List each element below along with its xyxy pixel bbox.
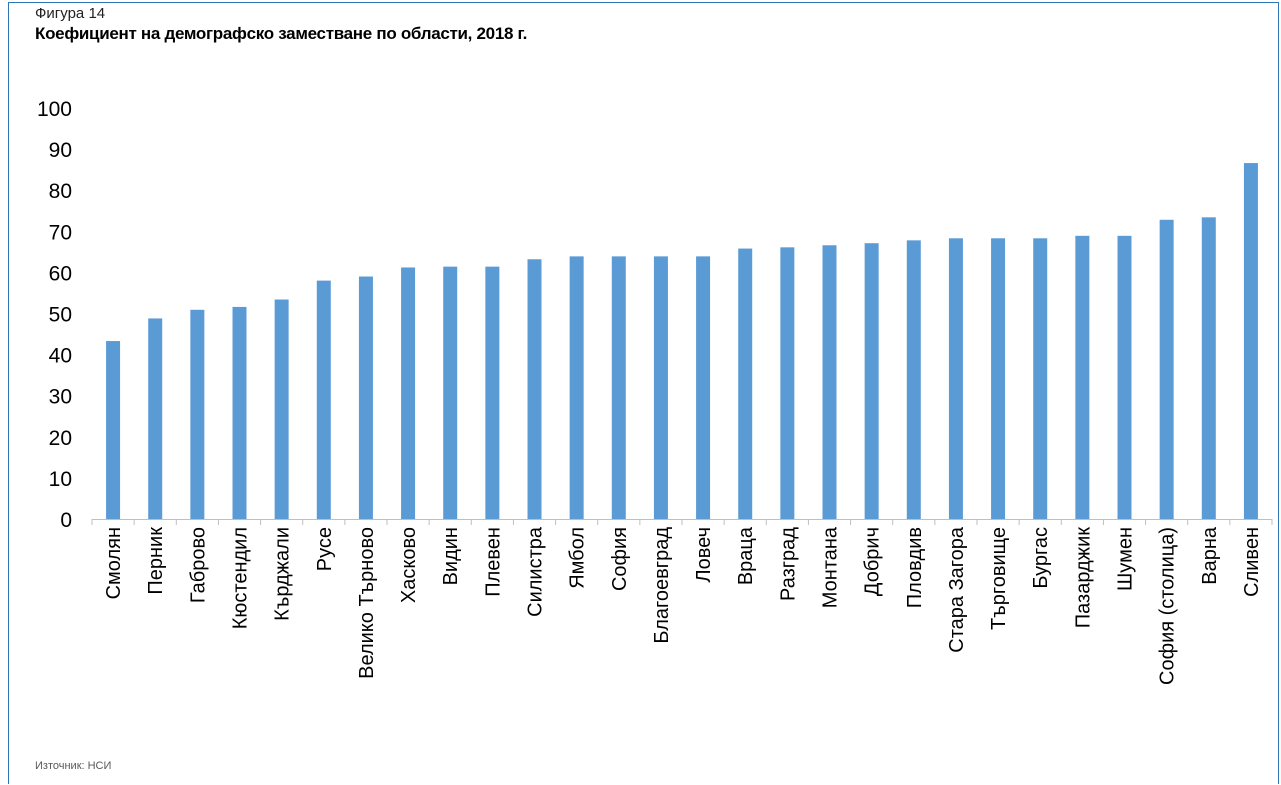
figure-frame	[8, 2, 1279, 784]
x-tick-label: Габрово	[187, 527, 209, 603]
x-tick-label: Силистра	[525, 526, 547, 617]
bar	[653, 256, 668, 519]
x-tick-label: Видин	[440, 527, 462, 585]
x-tick-label: Кърджали	[272, 527, 294, 621]
x-tick-label: Хасково	[398, 527, 420, 603]
x-axis-ticks: Смолян Перник Габрово Кюстендил Кърджали Русе…	[91, 519, 1273, 685]
x-tick-label: Благоевград	[651, 527, 673, 644]
bar	[1117, 235, 1132, 520]
bar	[527, 259, 542, 519]
bar	[401, 267, 416, 519]
x-tick-label: Стара Загора	[946, 526, 968, 653]
x-tick-label: Пловдив	[904, 527, 926, 608]
x-tick-label: София	[609, 527, 631, 591]
x-tick-label: Велико Търново	[356, 527, 378, 679]
bar	[948, 238, 963, 520]
x-tick-label: Русе	[314, 527, 336, 571]
bar	[443, 266, 458, 519]
bar	[611, 256, 626, 519]
x-tick-label: Смолян	[103, 527, 125, 599]
x-tick-label: Монтана	[820, 526, 842, 608]
y-tick-label: 50	[49, 304, 72, 327]
x-tick-label: София (столица)	[1157, 527, 1179, 685]
x-tick-label: Плевен	[482, 527, 504, 597]
x-tick-label: Шумен	[1115, 527, 1137, 591]
bar	[274, 299, 289, 519]
bar	[1033, 238, 1048, 520]
bar	[1201, 217, 1216, 520]
bar	[1159, 219, 1174, 520]
bars	[106, 163, 1258, 520]
bar	[991, 238, 1006, 520]
x-tick-label: Пазарджик	[1072, 527, 1094, 628]
x-tick-label: Търговище	[988, 527, 1010, 630]
x-tick-label: Ямбол	[567, 527, 589, 589]
y-tick-label: 20	[49, 427, 72, 450]
bar	[358, 276, 373, 519]
y-tick-label: 80	[49, 180, 72, 203]
figure-label: Фигура 14	[35, 5, 106, 22]
y-tick-label: 0	[60, 509, 72, 532]
bar	[780, 247, 795, 520]
bar	[822, 245, 837, 520]
bar	[316, 280, 331, 519]
bar	[569, 256, 584, 519]
x-tick-label: Бургас	[1030, 527, 1052, 589]
x-tick-label: Добрич	[862, 527, 884, 596]
x-tick-label: Перник	[145, 527, 167, 595]
x-tick-label: Сливен	[1241, 527, 1263, 597]
y-tick-label: 60	[49, 262, 72, 285]
bar	[738, 248, 753, 519]
y-tick-label: 40	[49, 345, 72, 368]
bar	[232, 306, 247, 519]
y-tick-label: 90	[49, 139, 72, 162]
bar	[864, 243, 879, 519]
x-tick-label: Варна	[1199, 526, 1221, 585]
bar	[485, 266, 500, 519]
bar	[190, 309, 205, 519]
y-tick-label: 10	[49, 468, 72, 491]
bar	[1075, 235, 1090, 520]
x-tick-label: Враца	[735, 526, 757, 585]
y-axis-ticks: 0 10 20 30 40 50 60 70 80 90 100	[37, 98, 72, 532]
y-tick-label: 30	[49, 386, 72, 409]
x-tick-label: Ловеч	[693, 527, 715, 583]
x-tick-label: Разград	[777, 527, 799, 601]
x-tick-label: Кюстендил	[230, 527, 252, 629]
chart-title: Коефициент на демографско заместване по …	[35, 24, 528, 43]
bar	[906, 240, 921, 520]
source-note: Източник: НСИ	[35, 760, 112, 772]
y-tick-label: 70	[49, 221, 72, 244]
bar	[106, 341, 121, 519]
bar	[1243, 163, 1258, 519]
bar	[696, 256, 711, 519]
bar	[148, 318, 163, 519]
y-tick-label: 100	[37, 98, 72, 121]
